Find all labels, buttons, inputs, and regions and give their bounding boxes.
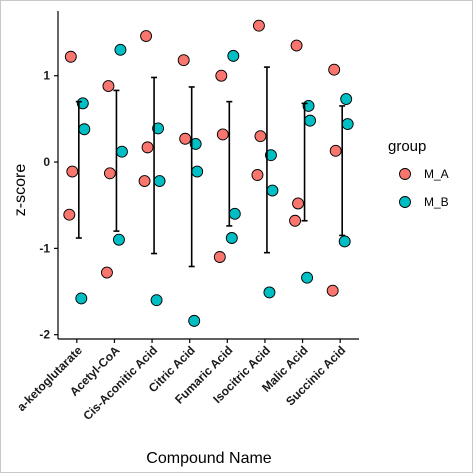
point-m-b bbox=[301, 271, 314, 284]
y-axis-title: z-score bbox=[12, 164, 29, 217]
y-tick-label: 1 bbox=[43, 69, 50, 83]
point-m-a bbox=[251, 169, 264, 181]
point-m-a bbox=[177, 54, 190, 67]
point-m-a bbox=[141, 141, 154, 154]
point-m-b bbox=[304, 114, 317, 127]
y-tick-label: -2 bbox=[39, 328, 50, 342]
point-m-a bbox=[290, 39, 303, 52]
error-bar bbox=[263, 66, 270, 254]
y-ticks: -2 -1 0 1 bbox=[39, 69, 58, 342]
x-tick-label: a-ketoglutarate bbox=[14, 343, 85, 414]
point-m-a bbox=[289, 214, 302, 227]
point-m-b bbox=[78, 123, 91, 136]
point-m-a bbox=[328, 63, 341, 76]
point-m-a bbox=[100, 266, 113, 279]
point-m-a bbox=[103, 167, 116, 180]
point-m-a bbox=[329, 144, 342, 157]
point-m-b bbox=[225, 232, 238, 244]
error-bar bbox=[301, 102, 308, 222]
point-m-b bbox=[114, 43, 127, 56]
error-bar bbox=[188, 86, 195, 268]
legend: group M_A M_B bbox=[388, 138, 449, 209]
legend-key-m-b bbox=[399, 196, 411, 208]
errorbars-layer bbox=[75, 66, 346, 268]
legend-label: M_B bbox=[424, 195, 449, 209]
point-m-b bbox=[75, 292, 88, 305]
y-tick-label: 0 bbox=[43, 155, 50, 169]
points-layer bbox=[63, 19, 354, 327]
point-m-b bbox=[227, 49, 240, 62]
axes-layer bbox=[57, 11, 359, 340]
point-m-a bbox=[216, 128, 229, 141]
legend-key-m-a bbox=[399, 168, 411, 180]
point-m-a bbox=[252, 19, 265, 32]
point-m-b bbox=[338, 235, 351, 248]
point-m-b bbox=[189, 137, 202, 150]
point-m-b bbox=[115, 145, 128, 158]
point-m-b bbox=[153, 175, 166, 187]
y-tick-label: -1 bbox=[39, 241, 50, 255]
point-m-b bbox=[150, 294, 163, 307]
point-m-a bbox=[66, 165, 79, 178]
point-m-b bbox=[264, 149, 277, 162]
legend-label: M_A bbox=[424, 167, 449, 181]
point-m-a bbox=[138, 175, 151, 187]
point-m-a bbox=[140, 30, 153, 42]
point-m-b bbox=[340, 93, 353, 105]
point-m-b bbox=[188, 314, 201, 327]
error-bar bbox=[75, 100, 82, 239]
point-m-b bbox=[112, 233, 125, 246]
point-m-b bbox=[228, 207, 241, 220]
point-m-a bbox=[63, 208, 76, 221]
point-m-a bbox=[102, 80, 115, 93]
error-bar bbox=[226, 100, 233, 227]
legend-title: group bbox=[388, 138, 426, 155]
point-m-b bbox=[266, 184, 279, 197]
point-m-a bbox=[64, 50, 77, 63]
legend-items: M_A M_B bbox=[399, 167, 449, 209]
point-m-a bbox=[179, 132, 192, 145]
point-m-a bbox=[215, 69, 228, 82]
point-m-b bbox=[152, 122, 165, 135]
error-bar bbox=[339, 105, 346, 237]
point-m-b bbox=[263, 286, 276, 299]
point-m-a bbox=[254, 130, 267, 143]
point-m-b bbox=[191, 165, 204, 178]
point-m-b bbox=[341, 118, 354, 131]
point-m-b bbox=[76, 97, 89, 110]
x-axis-title: Compound Name bbox=[146, 450, 272, 467]
error-bar bbox=[151, 76, 158, 255]
point-m-a bbox=[213, 251, 226, 263]
error-bar bbox=[113, 89, 120, 232]
point-m-a bbox=[292, 197, 305, 210]
point-m-a bbox=[326, 284, 339, 297]
